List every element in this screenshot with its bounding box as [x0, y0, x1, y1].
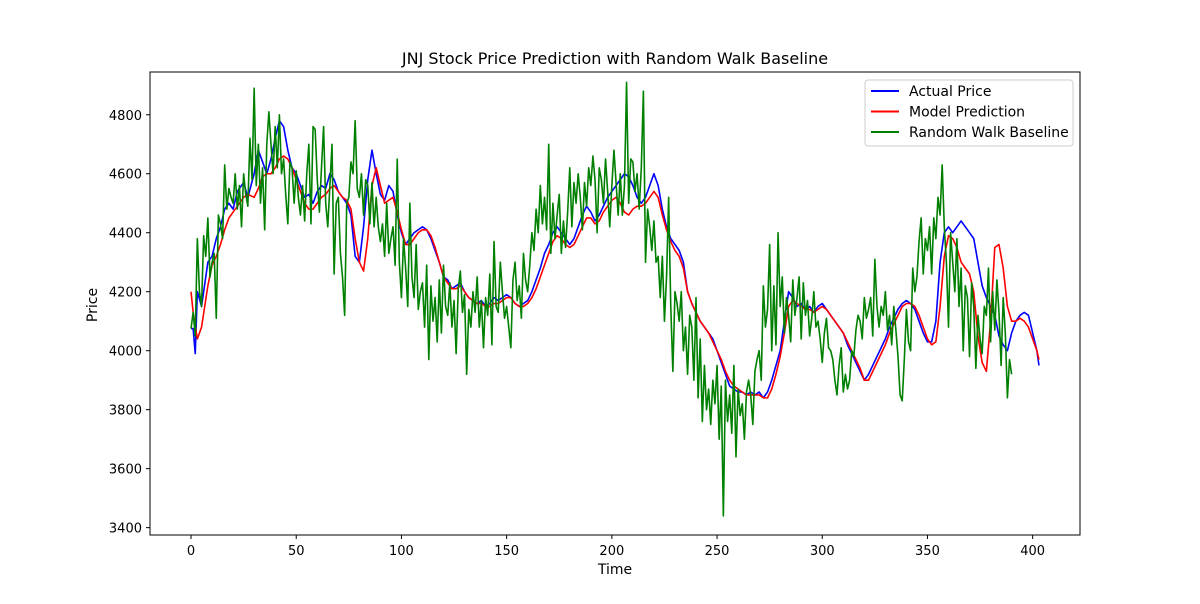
x-tick-label: 0: [187, 544, 195, 559]
x-axis-label: Time: [597, 562, 632, 578]
x-tick-label: 250: [705, 544, 730, 559]
legend: Actual Price Model Prediction Random Walk …: [864, 79, 1074, 147]
y-tick-label: 3400: [109, 522, 142, 537]
y-tick-label: 4400: [109, 227, 142, 242]
x-tick-label: 50: [288, 544, 305, 559]
y-tick-label: 4600: [109, 168, 142, 183]
legend-box: [864, 79, 1074, 147]
legend-label-0: Actual Price: [909, 84, 991, 100]
y-tick-label: 4000: [109, 345, 142, 360]
x-tick-label: 300: [810, 544, 835, 559]
plot-frame: [149, 71, 1081, 536]
y-tick-label: 3800: [109, 404, 142, 419]
series-line-2: [190, 81, 1013, 517]
y-tick-label: 4200: [109, 286, 142, 301]
y-axis-label: Price: [85, 288, 101, 322]
x-tick-label: 350: [915, 544, 940, 559]
x-tick-label: 150: [494, 544, 519, 559]
y-tick-label: 3600: [109, 463, 142, 478]
axes: 0 50 100 150 200 250 300 350 400 3400 3600 3800 4000…: [109, 71, 1081, 559]
plot-area: [190, 81, 1040, 517]
y-tick-label: 4800: [109, 109, 142, 124]
x-tick-label: 200: [599, 544, 624, 559]
x-tick-label: 400: [1020, 544, 1045, 559]
chart-title: JNJ Stock Price Prediction with Random W…: [401, 49, 828, 68]
x-tick-label: 100: [389, 544, 414, 559]
legend-label-2: Random Walk Baseline: [909, 125, 1069, 141]
legend-label-1: Model Prediction: [909, 105, 1025, 121]
